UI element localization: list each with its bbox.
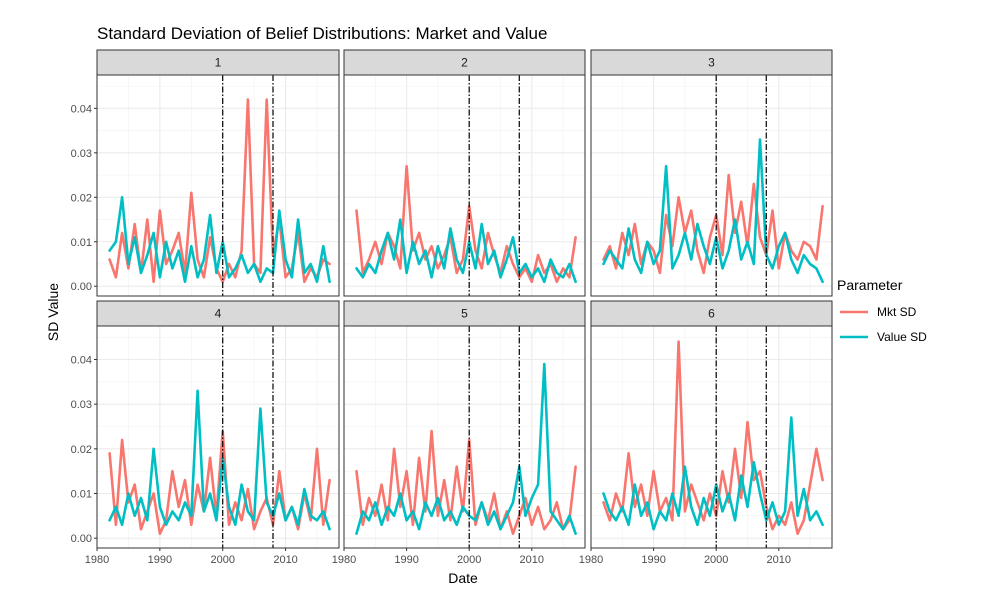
y-tick-label: 0.01	[71, 489, 92, 501]
x-tick-label: 2010	[767, 554, 791, 566]
y-tick-label: 0.00	[71, 533, 92, 545]
panel-border	[590, 325, 833, 549]
legend-title: Parameter	[837, 277, 903, 293]
series-line-value-sd	[602, 138, 824, 284]
x-tick-label: 2000	[457, 554, 481, 566]
facet-strip-label: 6	[708, 307, 715, 321]
y-axis-title: SD Value	[45, 283, 61, 341]
facet-panel-2: 2	[343, 49, 586, 297]
x-tick-label: 2000	[210, 554, 234, 566]
facet-panels: 1 0.00 0.01 0.02 0.03 0.04 2 3 4 0.00 0.01 0.02 0.03…	[71, 49, 833, 566]
facet-panel-4: 4 0.00 0.01 0.02 0.03 0.04 1980 1990 2000 2010	[71, 300, 340, 566]
x-tick-label: 2010	[520, 554, 544, 566]
y-tick-label: 0.02	[71, 192, 92, 204]
panel-border	[343, 325, 586, 549]
panel-border	[96, 74, 340, 297]
facet-strip-label: 5	[461, 307, 468, 321]
chart-title: Standard Deviation of Belief Distributio…	[97, 24, 547, 43]
facet-panel-5: 5 1980 1990 2000 2010	[332, 300, 586, 566]
legend: Parameter Mkt SD Value SD	[837, 277, 927, 344]
facet-strip	[343, 300, 586, 327]
facet-strip	[590, 300, 833, 327]
facet-strip	[343, 49, 586, 76]
facet-panel-6: 6 1980 1990 2000 2010	[579, 300, 833, 566]
facet-strip	[590, 49, 833, 76]
series-line-value-sd	[355, 362, 577, 536]
panel-border	[343, 74, 586, 297]
x-tick-label: 1980	[332, 554, 356, 566]
x-tick-label: 2010	[273, 554, 297, 566]
facet-strip-label: 1	[215, 56, 222, 70]
x-tick-label: 1990	[148, 554, 172, 566]
y-tick-label: 0.04	[71, 355, 92, 367]
facet-strip-label: 3	[708, 56, 715, 70]
y-tick-label: 0.04	[71, 103, 92, 115]
series-line-value-sd	[108, 196, 331, 284]
y-tick-label: 0.00	[71, 281, 92, 293]
series-line-value-sd	[602, 416, 824, 531]
series-line-value-sd	[108, 389, 331, 531]
facet-panel-1: 1 0.00 0.01 0.02 0.03 0.04	[71, 49, 340, 297]
y-tick-label: 0.02	[71, 444, 92, 456]
facet-panel-3: 3	[590, 49, 833, 297]
facet-strip-label: 4	[215, 307, 222, 321]
x-axis-title: Date	[448, 570, 478, 586]
legend-label: Value SD	[877, 330, 927, 344]
x-tick-label: 1990	[641, 554, 665, 566]
series-line-value-sd	[355, 218, 577, 284]
x-tick-label: 1980	[85, 554, 109, 566]
x-tick-label: 1980	[579, 554, 603, 566]
x-tick-label: 1990	[394, 554, 418, 566]
panel-border	[590, 74, 833, 297]
y-tick-label: 0.03	[71, 399, 92, 411]
x-tick-label: 2000	[704, 554, 728, 566]
series-line-mkt-sd	[355, 164, 577, 284]
series-line-mkt-sd	[355, 429, 577, 536]
facet-strip-label: 2	[461, 56, 468, 70]
facet-strip	[96, 300, 340, 327]
y-tick-label: 0.03	[71, 148, 92, 160]
facet-strip	[96, 49, 340, 76]
panel-border	[96, 325, 340, 549]
legend-label: Mkt SD	[877, 305, 917, 319]
y-tick-label: 0.01	[71, 237, 92, 249]
